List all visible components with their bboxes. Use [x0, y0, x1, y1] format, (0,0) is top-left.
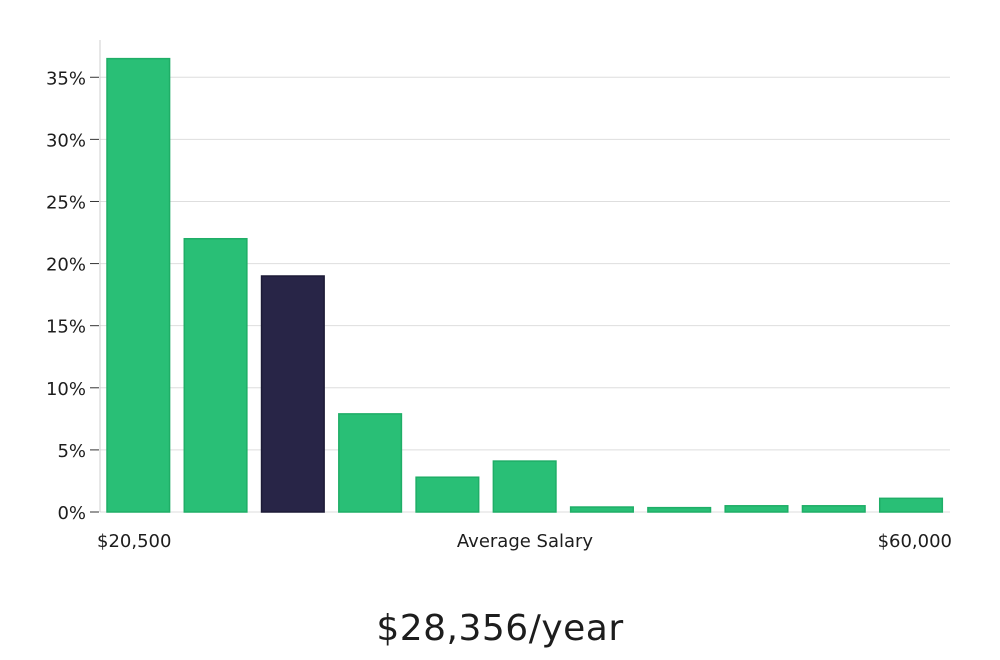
y-tick-label: 0%	[57, 503, 86, 524]
bar	[878, 497, 944, 513]
y-tick-label: 10%	[46, 379, 86, 400]
bar	[415, 476, 480, 513]
bar	[724, 505, 789, 513]
bars	[106, 57, 944, 513]
y-tick-label: 35%	[46, 68, 86, 89]
bar	[569, 506, 634, 513]
bar	[647, 506, 712, 513]
x-axis-max-label: $60,000	[878, 531, 952, 552]
bar	[801, 505, 866, 513]
average-salary-value: $28,356/year	[376, 608, 624, 649]
y-tick-label: 5%	[57, 441, 86, 462]
bar-highlighted	[260, 275, 325, 513]
y-axis-ticks: 0% 5% 10% 15% 20% 25% 30% 35%	[46, 68, 99, 524]
x-axis-min-label: $20,500	[97, 531, 171, 552]
y-tick-label: 25%	[46, 192, 86, 213]
bar	[183, 237, 248, 513]
y-tick-label: 30%	[46, 130, 86, 151]
y-tick-label: 15%	[46, 317, 86, 338]
bar	[338, 413, 403, 513]
bar	[492, 460, 557, 513]
bar	[106, 57, 171, 513]
y-tick-label: 20%	[46, 255, 86, 276]
x-axis-title: Average Salary	[457, 531, 594, 552]
